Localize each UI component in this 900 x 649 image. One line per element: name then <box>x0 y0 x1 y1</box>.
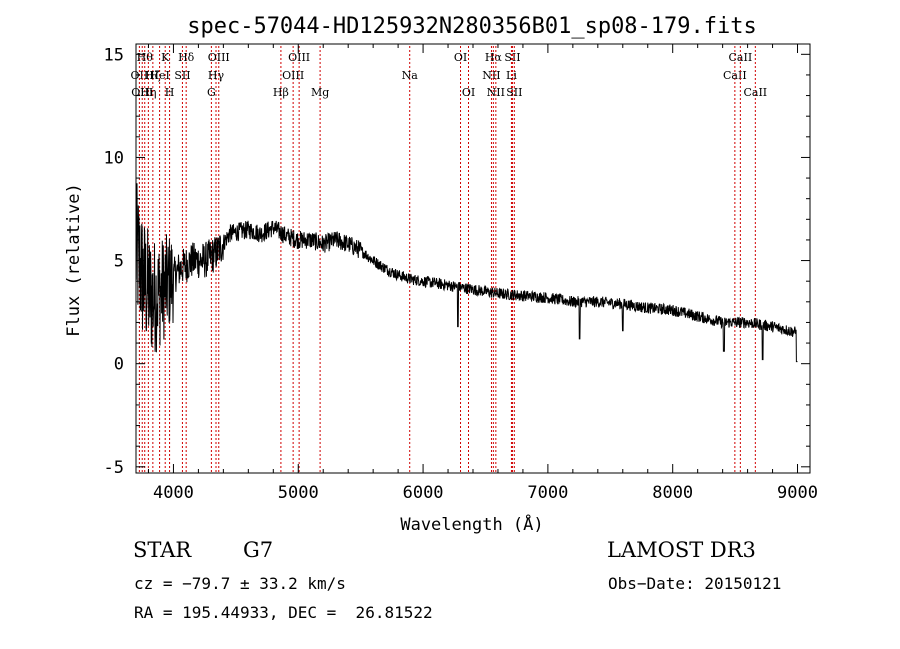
line-marker-label: OIII <box>282 69 304 82</box>
survey-name: LAMOST DR3 <box>607 538 756 562</box>
emission-line-markers: OIIOIIIHθHηHζHeIKHSIIHδGHγOIIIHβOIIIOIII… <box>131 46 767 473</box>
y-axis-label: Flux (relative) <box>64 183 84 337</box>
object-class: STAR <box>133 538 192 562</box>
y-tick-label: 10 <box>104 148 124 168</box>
redshift-text: cz = −79.7 ± 33.2 km/s <box>134 574 346 593</box>
y-tick-label: -5 <box>104 458 124 478</box>
line-marker-label: Hη <box>140 86 156 99</box>
line-marker-label: OII <box>131 69 149 82</box>
line-marker-label: H <box>165 86 175 99</box>
x-axis-label: Wavelength (Å) <box>400 513 543 535</box>
y-tick-label: 15 <box>104 45 124 65</box>
line-marker-label: HeI <box>149 69 169 82</box>
x-tick-label: 7000 <box>527 483 568 503</box>
y-axis-ticks: -5 0 5 10 15 <box>104 45 810 478</box>
line-marker-label: Hγ <box>208 69 225 82</box>
line-marker-label: OI <box>454 51 467 64</box>
line-marker-label: OIII <box>288 51 310 64</box>
y-tick-label: 0 <box>114 355 124 375</box>
line-marker-label: CaII <box>729 51 753 64</box>
line-marker-label: SII <box>174 69 190 82</box>
line-marker-label: NII <box>487 86 505 99</box>
spectral-subclass: G7 <box>243 538 274 562</box>
x-axis-ticks: 4000 5000 6000 7000 8000 9000 <box>147 44 818 503</box>
line-marker-label: SII <box>504 51 520 64</box>
line-marker-label: K <box>161 51 170 64</box>
x-tick-label: 5000 <box>278 483 319 503</box>
coordinates-text: RA = 195.44933, DEC = 26.81522 <box>134 603 433 622</box>
x-tick-label: 9000 <box>777 483 818 503</box>
line-marker-label: Hθ <box>137 51 154 64</box>
line-marker-label: Li <box>506 69 517 82</box>
line-marker-label: CaII <box>723 69 747 82</box>
line-marker-label: G <box>207 86 216 99</box>
x-tick-label: 4000 <box>153 483 194 503</box>
spectrum-line <box>135 183 798 363</box>
line-marker-label: Mg <box>311 86 329 99</box>
y-tick-label: 5 <box>114 252 124 272</box>
x-tick-label: 8000 <box>652 483 693 503</box>
line-marker-label: Hζ <box>145 69 161 82</box>
line-marker-label: NII <box>482 69 500 82</box>
line-marker-label: Hβ <box>273 86 289 99</box>
line-marker-label: CaII <box>743 86 767 99</box>
chart-title: spec-57044-HD125932N280356B01_sp08-179.f… <box>187 14 757 39</box>
line-marker-label: SII <box>506 86 522 99</box>
x-tick-label: 6000 <box>403 483 444 503</box>
line-marker-label: Na <box>402 69 419 82</box>
plot-frame <box>135 43 811 474</box>
line-marker-label: Hδ <box>178 51 195 64</box>
line-marker-label: Hα <box>485 51 503 64</box>
line-marker-label: OIII <box>208 51 230 64</box>
line-marker-label: OI <box>462 86 475 99</box>
obs-date-text: Obs−Date: 20150121 <box>608 574 782 593</box>
